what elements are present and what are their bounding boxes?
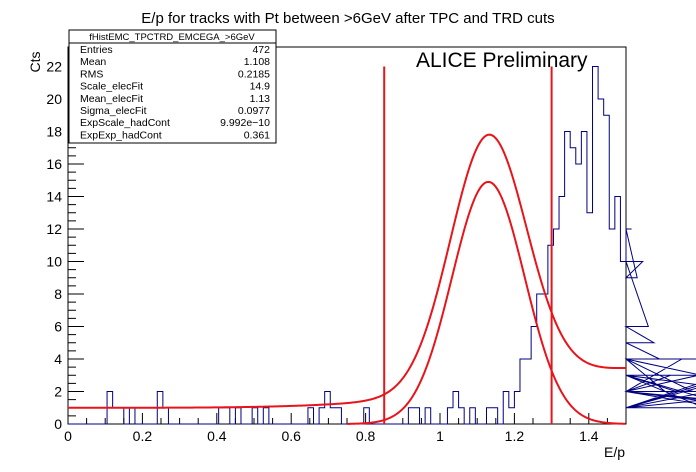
y-tick-label: 18 [46,124,62,140]
x-tick-label: 0.4 [207,428,227,444]
stats-label: ExpScale_hadCont [80,117,170,129]
stats-value: 0.361 [244,129,270,141]
y-tick-label: 10 [46,254,62,270]
stats-label: Scale_elecFit [80,81,143,93]
x-axis-title: E/p [604,444,625,460]
y-tick-label: 16 [46,156,62,172]
y-tick-label: 6 [54,319,62,335]
x-tick-label: 1 [436,428,444,444]
y-tick-label: 4 [54,351,62,367]
stats-label: ExpExp_hadCont [80,129,162,141]
stats-value: 1.13 [250,93,271,105]
stats-label: Mean [80,56,106,68]
y-tick-label: 20 [46,91,62,107]
total-fit-curve [68,133,627,409]
stats-box: fHistEMC_TPCTRD_EMCEGA_>6GeV Entries 472 M… [68,29,277,144]
chart-title: E/p for tracks with Pt between >6GeV aft… [141,10,554,27]
stats-value: 9.992e−10 [220,117,270,129]
stats-value: 0.0977 [238,105,270,117]
stats-value: 1.108 [244,56,270,68]
stats-box-title: fHistEMC_TPCTRD_EMCEGA_>6GeV [89,32,255,43]
y-tick-label: 2 [54,384,62,400]
stats-value: 472 [252,44,270,56]
y-axis-title: Cts [27,52,43,73]
y-tick-label: 8 [54,286,62,302]
stats-value: 0.2185 [238,68,270,80]
y-tick-label: 0 [54,416,62,432]
stats-label: Mean_elecFit [80,93,143,105]
alice-preliminary-label: ALICE Preliminary [416,49,588,72]
y-tick-label: 14 [46,189,62,205]
x-tick-label: 1.2 [505,428,525,444]
x-tick-label: 0 [64,428,72,444]
x-tick-label: 0.8 [356,428,376,444]
x-axis-ticks: 0 0.2 0.4 0.6 0.8 1 1.2 1.4 [64,413,627,444]
stats-label: Sigma_elecFit [80,105,147,117]
y-tick-label: 12 [46,221,62,237]
gaussian-fit-curve [346,180,626,425]
x-tick-label: 0.2 [133,428,153,444]
stats-label: Entries [80,44,113,56]
stats-value: 14.9 [250,81,271,93]
stats-rows: Entries 472 Mean 1.108 RMS 0.2185 Scale_elecFi… [80,44,270,141]
x-tick-label: 0.6 [281,428,301,444]
stats-label: RMS [80,68,103,80]
y-tick-label: 22 [46,59,62,75]
x-tick-label: 1.4 [579,428,599,444]
